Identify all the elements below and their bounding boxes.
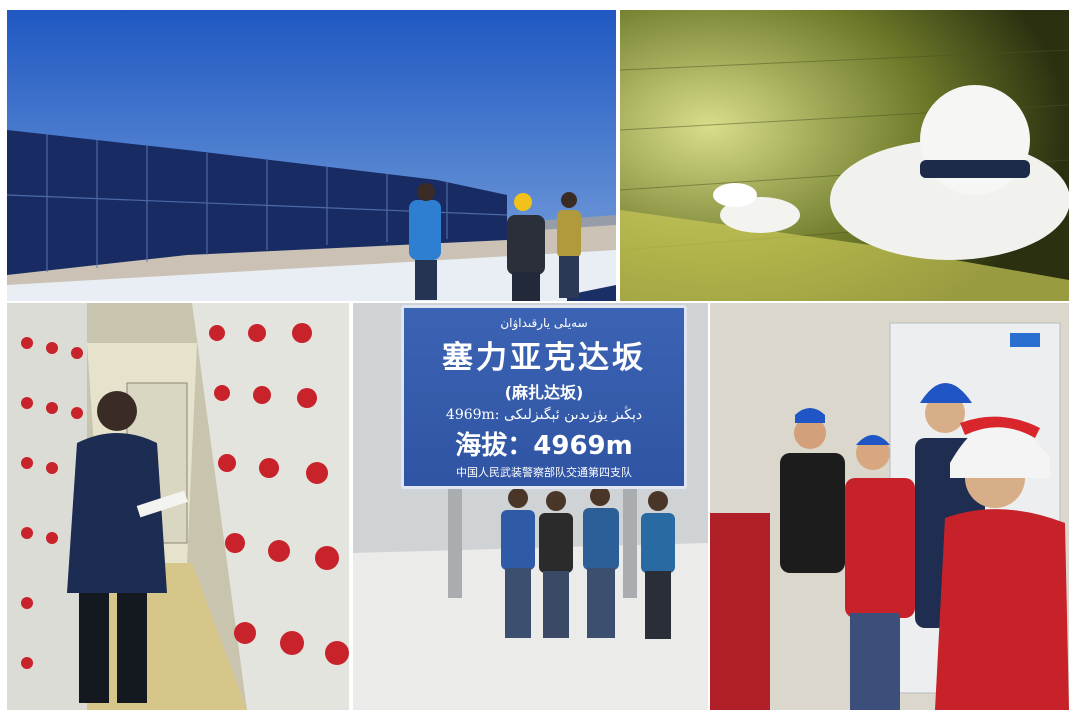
photo-technicians bbox=[710, 303, 1069, 710]
sign-altitude: 海拔：4969m bbox=[455, 431, 633, 461]
worker-with-clipboard bbox=[67, 391, 188, 703]
solar-field-illustration bbox=[7, 10, 616, 301]
white-helmet bbox=[920, 85, 1030, 195]
altitude-sign: سەيلى يارقىداۋان 塞力亚克达坂 (麻扎达坂) 4969m: دې… bbox=[401, 305, 687, 489]
technician-black-shirt bbox=[780, 408, 845, 573]
solar-panel-rows bbox=[7, 130, 507, 275]
photo-mountain-pass: سەيلى يارقىداۋان 塞力亚克达坂 (麻扎达坂) 4969m: دې… bbox=[353, 303, 708, 710]
tank-inspection-illustration bbox=[620, 10, 1069, 301]
sign-uyghur-altitude: 4969m: دېڭىز يۈزىدىن ئېگىزلىكى bbox=[445, 407, 643, 423]
group-of-four-men bbox=[501, 486, 675, 639]
photo-tank-inspection bbox=[620, 10, 1069, 301]
technician-red-jacket-1 bbox=[845, 435, 915, 710]
sign-chinese-name: 塞力亚克达坂 bbox=[442, 340, 646, 376]
technician-red-helmet bbox=[935, 416, 1069, 710]
battery-terminals-right bbox=[209, 323, 349, 665]
battery-terminals-left bbox=[21, 337, 83, 669]
technicians-illustration bbox=[710, 303, 1069, 710]
sign-unit: 中国人民武装警察部队交通第四支队 bbox=[456, 466, 632, 479]
battery-room-illustration bbox=[7, 303, 349, 710]
mountain-pass-background bbox=[353, 303, 708, 710]
sign-alt-name: (麻扎达坂) bbox=[504, 383, 584, 402]
photo-solar-field bbox=[7, 10, 616, 301]
photo-battery-room bbox=[7, 303, 349, 710]
workers bbox=[409, 183, 581, 301]
sign-uyghur-name: سەيلى يارقىداۋان bbox=[500, 316, 588, 330]
